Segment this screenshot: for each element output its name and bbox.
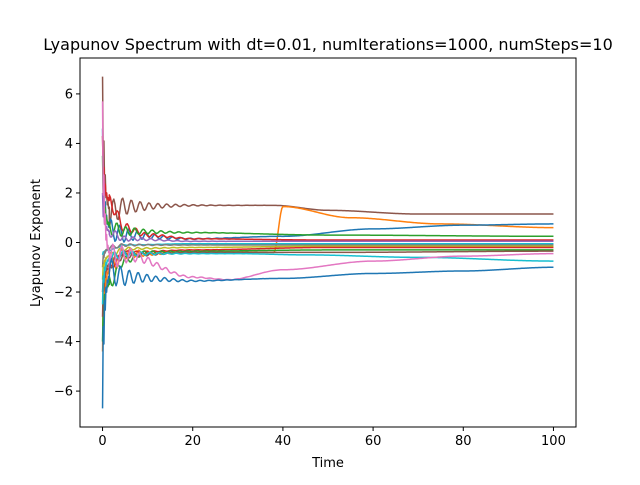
series-lines xyxy=(101,76,554,409)
series-line-13 xyxy=(101,249,554,305)
series-line-10 xyxy=(101,246,554,293)
series-line-9 xyxy=(101,245,554,280)
y-tick-label: 2 xyxy=(65,186,73,201)
series-line-4 xyxy=(101,135,554,241)
x-tick-label: 100 xyxy=(541,434,566,449)
chart-title: Lyapunov Spectrum with dt=0.01, numItera… xyxy=(43,35,613,54)
y-tick-label: −6 xyxy=(54,385,73,400)
x-axis-label: Time xyxy=(311,456,344,471)
y-tick-label: −4 xyxy=(54,335,73,350)
x-tick-label: 0 xyxy=(98,434,106,449)
x-tick-label: 20 xyxy=(184,434,201,449)
series-line-1 xyxy=(101,76,554,229)
y-tick-label: 6 xyxy=(65,87,73,102)
series-line-6 xyxy=(101,192,554,243)
y-tick-label: 4 xyxy=(65,137,73,152)
series-line-5 xyxy=(101,155,554,238)
x-tick-label: 60 xyxy=(365,434,382,449)
x-tick-label: 80 xyxy=(455,434,472,449)
y-tick-label: −2 xyxy=(54,286,73,301)
series-line-14 xyxy=(101,101,554,281)
x-tick-label: 40 xyxy=(275,434,292,449)
axes: 0 20 40 60 80 100 −6 −4 −2 0 2 4 6 xyxy=(54,57,577,449)
y-tick-label: 0 xyxy=(65,236,73,251)
series-line-15 xyxy=(101,258,554,409)
series-line-11 xyxy=(101,249,554,342)
y-axis-label: Lyapunov Exponent xyxy=(29,179,44,307)
series-line-8 xyxy=(101,243,554,268)
series-line-7 xyxy=(101,242,554,256)
